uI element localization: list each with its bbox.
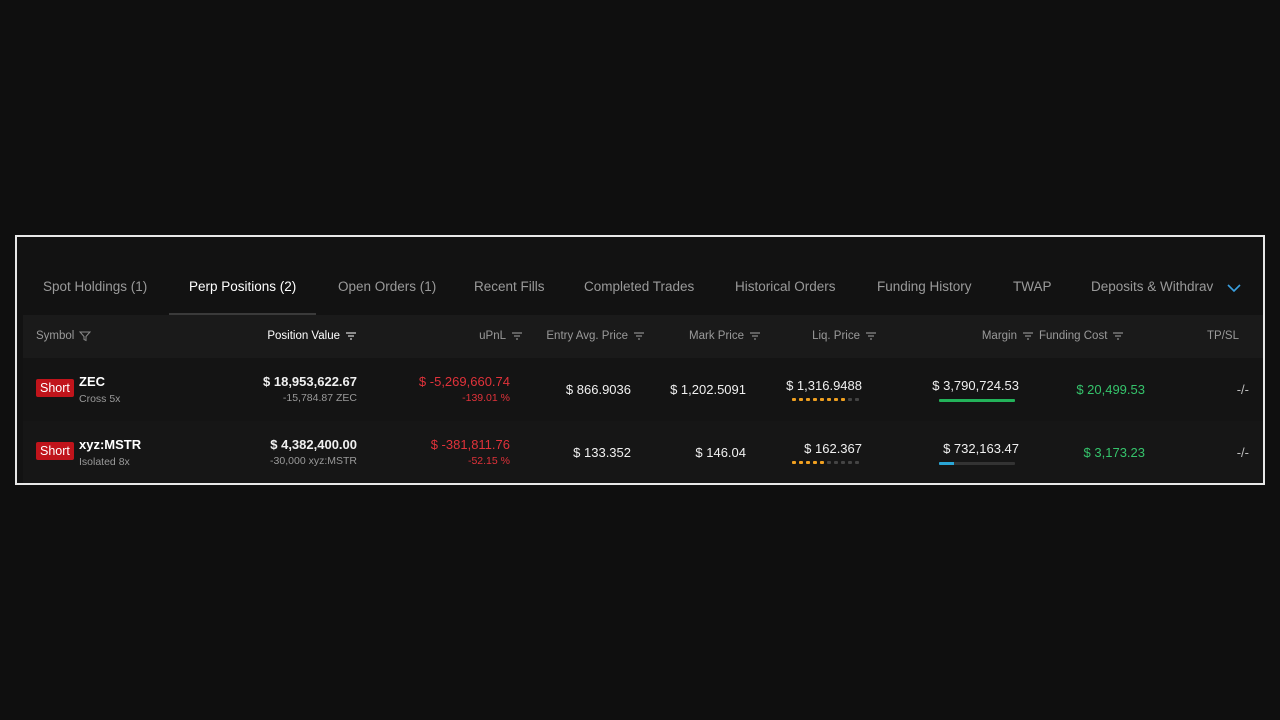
- col-liq-price[interactable]: Liq. Price: [767, 315, 877, 358]
- position-value: $ 18,953,622.67: [263, 374, 357, 389]
- side-badge: Short: [36, 379, 74, 397]
- risk-dot-active: [813, 461, 817, 464]
- chevron-down-icon[interactable]: [1227, 283, 1241, 293]
- tab-twap[interactable]: TWAP: [1013, 279, 1052, 294]
- sort-lines-icon[interactable]: [345, 331, 357, 341]
- tab-recent-fills[interactable]: Recent Fills: [474, 279, 545, 294]
- risk-dot-active: [792, 398, 796, 401]
- col-mark-price-label: Mark Price: [689, 330, 744, 342]
- risk-dot-inactive: [841, 461, 845, 464]
- margin-usage-fill: [939, 462, 955, 465]
- position-size: -30,000 xyz:MSTR: [270, 455, 357, 467]
- tab-historical-orders[interactable]: Historical Orders: [735, 279, 836, 294]
- tab-completed-trades[interactable]: Completed Trades: [584, 279, 695, 294]
- col-funding-cost-label: Funding Cost: [1039, 330, 1108, 342]
- upnl-percent: -52.15 %: [467, 455, 510, 467]
- tpsl-value[interactable]: -/-: [1236, 445, 1249, 460]
- table-row[interactable]: Short xyz:MSTR Isolated 8x $ 4,382,400.0…: [23, 421, 1263, 483]
- col-margin-label: Margin: [981, 330, 1017, 342]
- margin-value: $ 3,790,724.53: [932, 378, 1019, 393]
- sort-lines-icon[interactable]: [865, 331, 877, 341]
- filter-icon[interactable]: [79, 330, 92, 342]
- risk-dot-active: [827, 398, 831, 401]
- symbol-name[interactable]: ZEC: [79, 374, 105, 389]
- position-value: $ 4,382,400.00: [270, 437, 357, 452]
- sort-lines-icon[interactable]: [1022, 331, 1034, 341]
- sort-lines-icon[interactable]: [511, 331, 523, 341]
- col-position-value-label: Position Value: [267, 330, 340, 342]
- margin-usage-fill: [939, 399, 1015, 402]
- risk-dot-inactive: [834, 461, 838, 464]
- symbol-name[interactable]: xyz:MSTR: [79, 437, 142, 452]
- mark-price: $ 146.04: [695, 445, 746, 460]
- positions-panel: Spot Holdings (1) Perp Positions (2) Ope…: [15, 235, 1265, 485]
- upnl-value: $ -5,269,660.74: [418, 374, 510, 389]
- col-entry-price[interactable]: Entry Avg. Price: [515, 315, 645, 358]
- tpsl-value[interactable]: -/-: [1236, 382, 1249, 397]
- entry-price: $ 866.9036: [565, 382, 631, 397]
- risk-dot-active: [834, 398, 838, 401]
- margin-mode: Isolated 8x: [79, 456, 130, 468]
- tab-funding-history[interactable]: Funding History: [877, 279, 972, 294]
- liq-price: $ 1,316.9488: [786, 378, 862, 393]
- sort-lines-icon[interactable]: [633, 331, 645, 341]
- col-margin[interactable]: Margin: [924, 315, 1034, 358]
- funding-cost: $ 3,173.23: [1083, 445, 1145, 460]
- risk-dot-inactive: [848, 461, 852, 464]
- risk-dot-active: [792, 461, 796, 464]
- col-entry-price-label: Entry Avg. Price: [546, 330, 628, 342]
- risk-dot-inactive: [827, 461, 831, 464]
- risk-dot-inactive: [855, 461, 859, 464]
- risk-dot-inactive: [855, 398, 859, 401]
- risk-dot-active: [820, 461, 824, 464]
- risk-dot-active: [806, 461, 810, 464]
- risk-dot-inactive: [848, 398, 852, 401]
- col-symbol[interactable]: Symbol: [36, 315, 92, 358]
- risk-dot-active: [799, 398, 803, 401]
- liq-risk-dots: [792, 461, 859, 464]
- sort-lines-icon[interactable]: [749, 331, 761, 341]
- mark-price: $ 1,202.5091: [670, 382, 746, 397]
- upnl-value: $ -381,811.76: [430, 437, 510, 452]
- margin-usage-bar: [939, 462, 1015, 465]
- funding-cost: $ 20,499.53: [1076, 382, 1145, 397]
- entry-price: $ 133.352: [573, 445, 631, 460]
- risk-dot-active: [813, 398, 817, 401]
- tab-bar: Spot Holdings (1) Perp Positions (2) Ope…: [23, 237, 1263, 316]
- upnl-percent: -139.01 %: [462, 392, 510, 404]
- tab-spot-holdings[interactable]: Spot Holdings (1): [43, 279, 148, 294]
- col-upnl[interactable]: uPnL: [413, 315, 523, 358]
- liq-risk-dots: [792, 398, 859, 401]
- col-liq-price-label: Liq. Price: [812, 330, 860, 342]
- position-size: -15,784.87 ZEC: [282, 392, 357, 404]
- table-row[interactable]: Short ZEC Cross 5x $ 18,953,622.67 -15,7…: [23, 358, 1263, 421]
- col-upnl-label: uPnL: [479, 330, 506, 342]
- margin-mode: Cross 5x: [79, 393, 121, 405]
- margin-value: $ 732,163.47: [943, 441, 1019, 456]
- sort-lines-icon[interactable]: [1112, 331, 1124, 341]
- risk-dot-active: [799, 461, 803, 464]
- col-mark-price[interactable]: Mark Price: [651, 315, 761, 358]
- tab-open-orders[interactable]: Open Orders (1): [338, 279, 437, 294]
- margin-usage-bar: [939, 399, 1015, 402]
- col-symbol-label: Symbol: [36, 330, 75, 342]
- col-position-value[interactable]: Position Value: [207, 315, 357, 358]
- col-funding-cost[interactable]: Funding Cost: [1039, 315, 1124, 358]
- risk-dot-active: [820, 398, 824, 401]
- table-header: Symbol Position Value uPnL Entry Avg. Pr…: [23, 315, 1263, 358]
- risk-dot-active: [841, 398, 845, 401]
- col-tpsl: TP/SL: [1207, 330, 1239, 342]
- risk-dot-active: [806, 398, 810, 401]
- tab-deposits-withdrawals[interactable]: Deposits & Withdrav: [1091, 279, 1214, 294]
- liq-price: $ 162.367: [804, 441, 862, 456]
- tab-perp-positions[interactable]: Perp Positions (2): [168, 279, 317, 315]
- side-badge: Short: [36, 442, 74, 460]
